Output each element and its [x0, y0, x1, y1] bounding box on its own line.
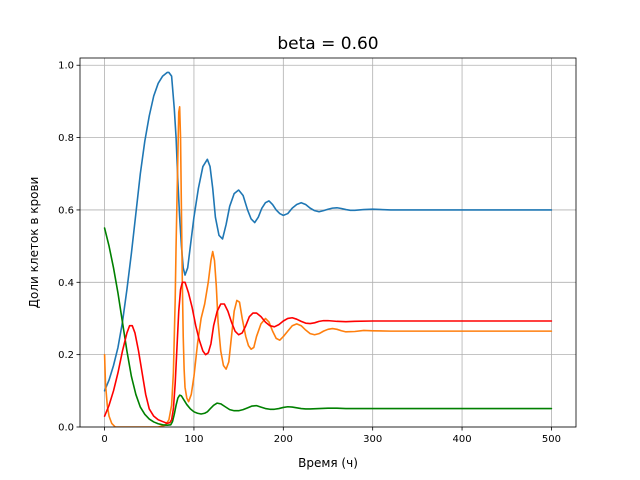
y-tick-label: 0.2	[58, 350, 74, 361]
x-tick-label: 300	[363, 434, 382, 445]
x-tick-label: 100	[184, 434, 203, 445]
series-line-2	[103, 106, 553, 427]
axes-frame	[79, 57, 577, 428]
y-tick-label: 0.6	[58, 205, 74, 216]
series-line-4	[103, 281, 553, 425]
y-tick-label: 0.8	[58, 133, 74, 144]
y-tick-label: 0.0	[58, 423, 74, 434]
y-axis-label: Доли клеток в крови	[27, 177, 41, 309]
grid	[80, 58, 576, 428]
x-tick-label: 200	[274, 434, 293, 445]
y-tick-label: 0.4	[58, 278, 74, 289]
x-tick-label: 0	[101, 434, 107, 445]
x-axis-label: Время (ч)	[298, 456, 358, 470]
x-tick-label: 500	[542, 434, 561, 445]
y-tick-label: 1.0	[58, 61, 74, 72]
chart-title: beta = 0.60	[277, 34, 378, 54]
series-line-3	[103, 227, 553, 426]
x-tick-label: 400	[453, 434, 472, 445]
series-group	[103, 71, 553, 427]
tick-labels: 0 100 200 300 400 500 0.0 0.2 0.4 0.6 0.8 1.0	[58, 61, 561, 445]
series-line-1	[103, 71, 553, 392]
tick-marks	[76, 64, 552, 431]
